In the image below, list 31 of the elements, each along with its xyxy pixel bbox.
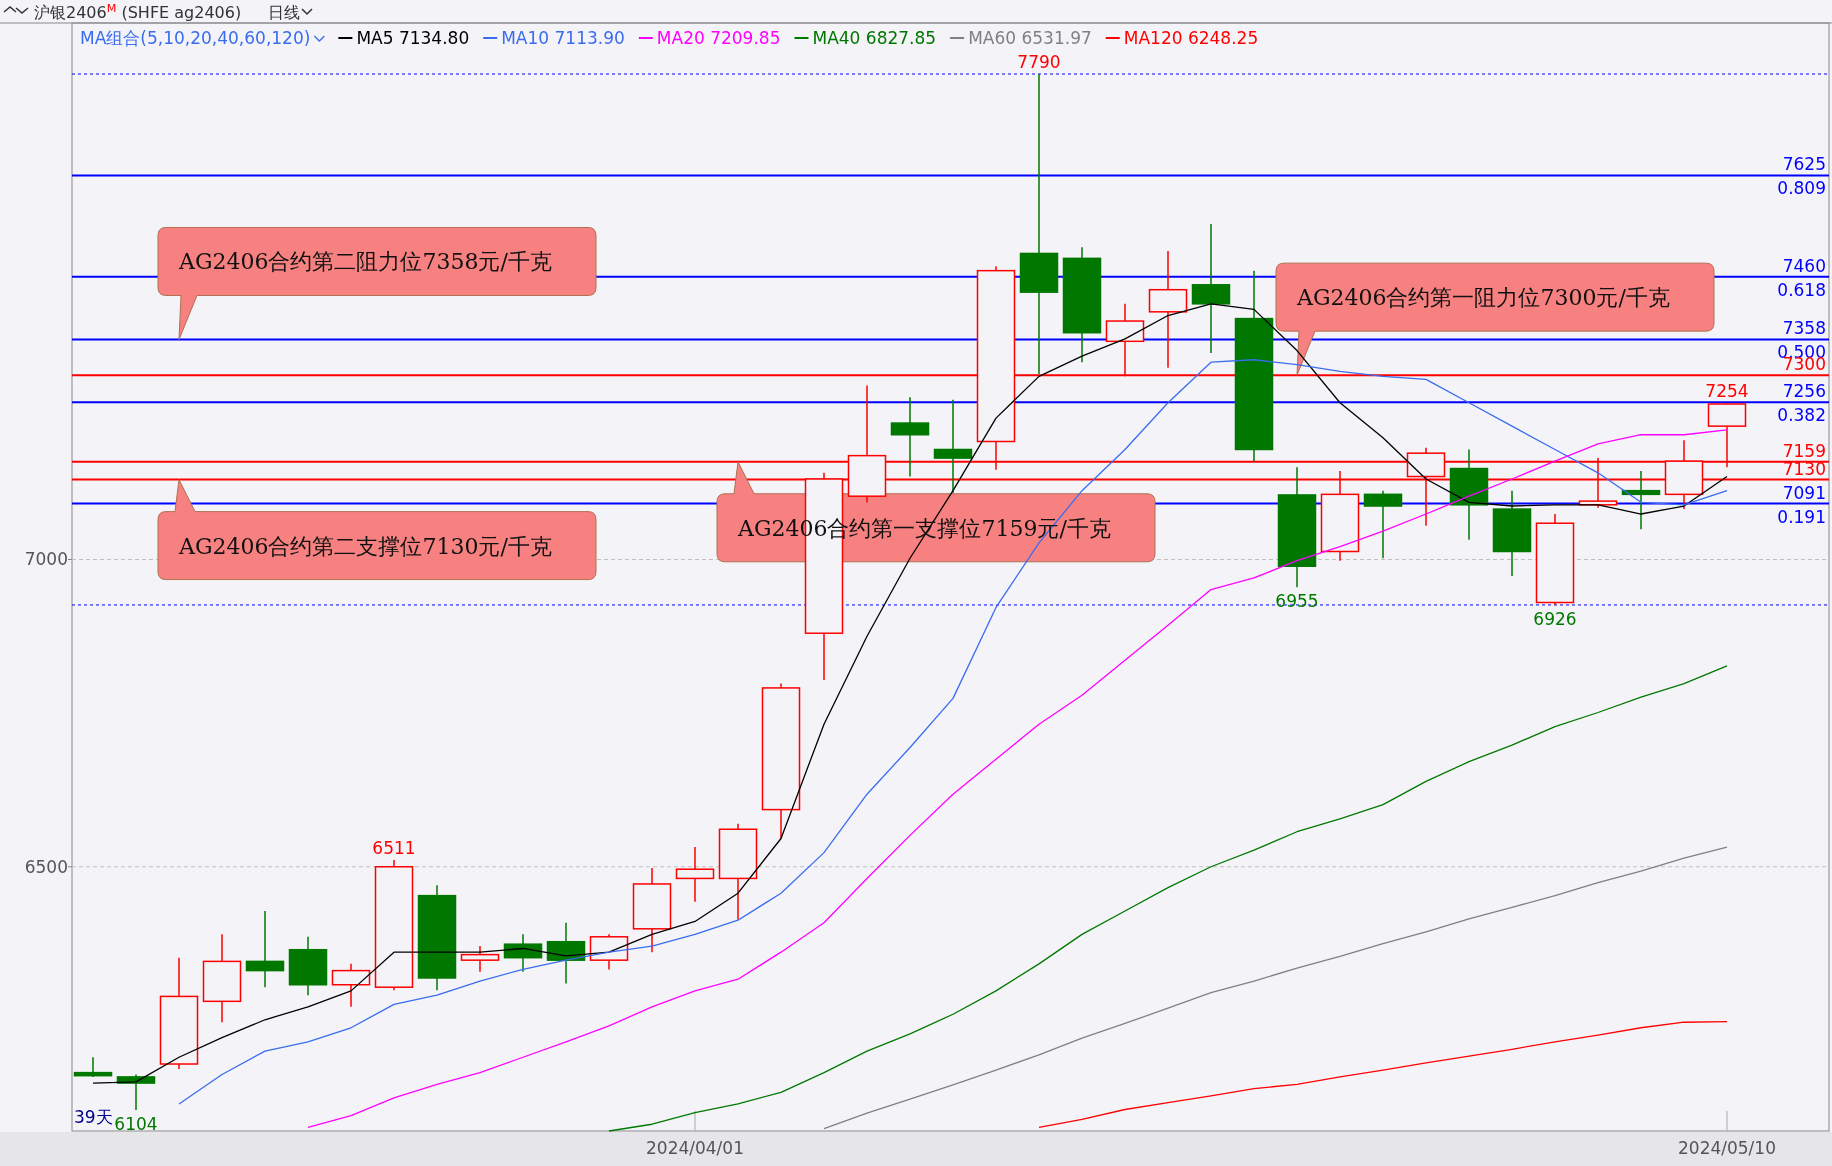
annotation: 6955	[1275, 591, 1319, 612]
annotation: 7790	[1017, 52, 1061, 73]
line-series	[608, 665, 1728, 1132]
legend-item: MA5 7134.80	[337, 28, 470, 48]
annotation: 6926	[1533, 608, 1577, 629]
ref-line-label: 7091 0.191	[1777, 482, 1826, 527]
y-tick-label: 6500	[24, 856, 68, 877]
annotation: 7254	[1705, 381, 1749, 402]
x-tick-label: 2024/04/01	[646, 1138, 744, 1158]
annotation: AG2406合约第一阻力位7300元/千克	[1296, 285, 1670, 311]
y-tick-label: 7000	[24, 549, 68, 570]
legend-item: MA10 7113.90	[482, 28, 625, 48]
legend-item: MA20 7209.85	[637, 28, 781, 48]
annotation: AG2406合约第二阻力位7358元/千克	[178, 249, 552, 275]
legend-item: MA60 6531.97	[949, 28, 1092, 48]
legend-item: MA40 6827.85	[793, 28, 937, 48]
annotation: 6511	[372, 837, 416, 858]
x-tick-label: 2024/05/10	[1678, 1138, 1776, 1158]
chart-subtitle: 日线	[268, 3, 300, 22]
chart-title: 沪银2406$^{M}$ (SHFE ag2406)	[34, 1, 242, 22]
ref-line-label: 7256 0.382	[1777, 381, 1826, 426]
annotation: 6104	[114, 1114, 158, 1135]
legend-title: MA组合(5,10,20,40,60,120)	[80, 28, 311, 48]
ref-line-label: 7625 0.809	[1777, 154, 1826, 199]
ref-line-label: 7130	[1782, 458, 1826, 479]
line-series	[1038, 1020, 1728, 1128]
ref-line-label: 7460 0.618	[1777, 255, 1826, 300]
ref-line-label: 7159	[1782, 440, 1826, 461]
legend-item: MA120 6248.25	[1104, 28, 1259, 48]
annotation: AG2406合约第二支撑位7130元/千克	[178, 533, 552, 559]
annotation: 39天	[74, 1107, 113, 1127]
